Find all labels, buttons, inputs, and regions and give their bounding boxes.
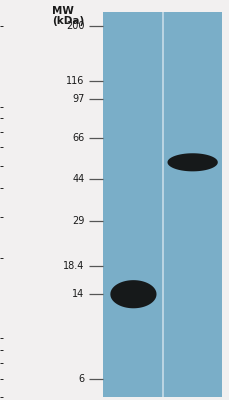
Text: 18.4: 18.4 [63, 261, 84, 271]
Text: 6: 6 [78, 374, 84, 384]
Text: 66: 66 [72, 133, 84, 143]
Text: 44: 44 [72, 174, 84, 184]
Text: 29: 29 [72, 216, 84, 226]
Text: 97: 97 [72, 94, 84, 104]
Text: 14: 14 [72, 289, 84, 299]
Text: 116: 116 [66, 76, 84, 86]
Text: MW
(kDa): MW (kDa) [52, 6, 84, 26]
Bar [103, 12, 222, 397]
Text: 200: 200 [66, 21, 84, 31]
